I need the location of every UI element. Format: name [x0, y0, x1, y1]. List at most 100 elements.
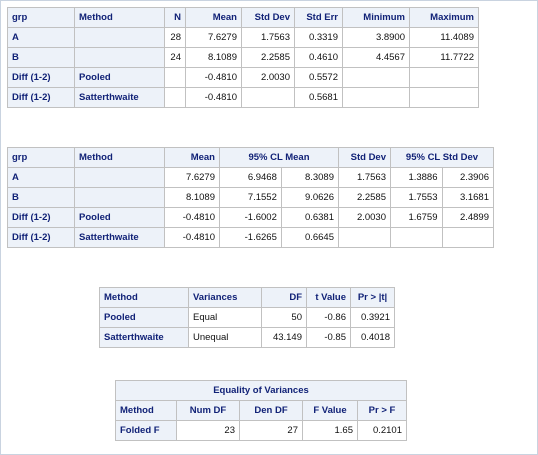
- col-grp: grp: [7, 7, 75, 28]
- col-n: N: [164, 7, 186, 28]
- header-row: Method Variances DF t Value Pr > |t|: [99, 287, 395, 308]
- col-cl-mean: 95% CL Mean: [219, 147, 339, 168]
- row-header-grp: Diff (1-2): [7, 87, 75, 108]
- cell-pr-f: 0.2101: [357, 420, 407, 441]
- col-mean: Mean: [185, 7, 242, 28]
- col-grp: grp: [7, 147, 75, 168]
- cell-upper-cl-mean: 0.6381: [280, 207, 340, 228]
- cell-pr-t: 0.4018: [350, 327, 395, 348]
- header-row: Method Num DF Den DF F Value Pr > F: [115, 400, 407, 421]
- row-header-method: Pooled: [74, 207, 165, 228]
- cell-minimum: 3.8900: [342, 27, 410, 48]
- col-method: Method: [74, 7, 165, 28]
- col-method: Method: [115, 400, 177, 421]
- cell-std-err: 0.5681: [294, 87, 343, 108]
- col-method: Method: [74, 147, 165, 168]
- cell-n: 24: [164, 47, 186, 68]
- cell-lower-cl-std-dev: 1.3886: [390, 167, 443, 188]
- cell-lower-cl-std-dev: [390, 227, 443, 248]
- cell-std-err: 0.3319: [294, 27, 343, 48]
- cell-upper-cl-std-dev: 2.3906: [441, 167, 494, 188]
- cell-mean: 8.1089: [164, 187, 220, 208]
- col-t-value: t Value: [306, 287, 351, 308]
- cell-lower-cl-mean: 7.1552: [219, 187, 282, 208]
- cell-mean: -0.4810: [164, 227, 220, 248]
- cell-upper-cl-mean: 9.0626: [280, 187, 340, 208]
- col-df: DF: [261, 287, 307, 308]
- cell-lower-cl-std-dev: 1.7553: [390, 187, 443, 208]
- cell-minimum: [342, 67, 410, 88]
- cell-upper-cl-std-dev: 2.4899: [441, 207, 494, 228]
- header-row: grp Method Mean 95% CL Mean Std Dev 95% …: [7, 147, 494, 168]
- cell-upper-cl-std-dev: 3.1681: [441, 187, 494, 208]
- header-row: grp Method N Mean Std Dev Std Err Minimu…: [7, 7, 479, 28]
- col-f-value: F Value: [302, 400, 358, 421]
- row-header-grp: A: [7, 167, 75, 188]
- cell-upper-cl-std-dev: [441, 227, 494, 248]
- cell-df: 43.149: [261, 327, 307, 348]
- table-row: Folded F 23 27 1.65 0.2101: [115, 420, 407, 441]
- cell-lower-cl-mean: -1.6265: [219, 227, 282, 248]
- col-pr-t: Pr > |t|: [350, 287, 395, 308]
- table-row: Pooled Equal 50 -0.86 0.3921: [99, 307, 395, 328]
- col-minimum: Minimum: [342, 7, 410, 28]
- row-header-method: Folded F: [115, 420, 177, 441]
- row-header-method: [74, 27, 165, 48]
- table-row: Diff (1-2) Pooled -0.4810 2.0030 0.5572: [7, 67, 479, 88]
- row-header-method: [74, 187, 165, 208]
- cell-t-value: -0.85: [306, 327, 351, 348]
- cell-num-df: 23: [176, 420, 240, 441]
- row-header-method: [74, 47, 165, 68]
- cell-lower-cl-std-dev: 1.6759: [390, 207, 443, 228]
- cell-upper-cl-mean: 8.3089: [280, 167, 340, 188]
- row-header-grp: Diff (1-2): [7, 227, 75, 248]
- table-row: Diff (1-2) Satterthwaite -0.4810 -1.6265…: [7, 227, 494, 248]
- cell-std-dev: 2.0030: [338, 207, 391, 228]
- cell-n: [164, 87, 186, 108]
- cell-std-dev: [338, 227, 391, 248]
- table-row: A 7.6279 6.9468 8.3089 1.7563 1.3886 2.3…: [7, 167, 494, 188]
- cell-lower-cl-mean: 6.9468: [219, 167, 282, 188]
- cell-std-err: 0.4610: [294, 47, 343, 68]
- table-row: Diff (1-2) Satterthwaite -0.4810 0.5681: [7, 87, 479, 108]
- cell-std-dev: [241, 87, 295, 108]
- row-header-method: Satterthwaite: [74, 227, 165, 248]
- row-header-method: Satterthwaite: [99, 327, 189, 348]
- col-pr-f: Pr > F: [357, 400, 407, 421]
- cell-mean: -0.4810: [185, 67, 242, 88]
- title-row: Equality of Variances: [115, 380, 407, 401]
- cell-minimum: 4.4567: [342, 47, 410, 68]
- cell-mean: 7.6279: [164, 167, 220, 188]
- cell-mean: 7.6279: [185, 27, 242, 48]
- cell-std-dev: 1.7563: [338, 167, 391, 188]
- table-row: B 24 8.1089 2.2585 0.4610 4.4567 11.7722: [7, 47, 479, 68]
- row-header-method: [74, 167, 165, 188]
- statistics-table: grp Method N Mean Std Dev Std Err Minimu…: [7, 7, 479, 108]
- col-std-err: Std Err: [294, 7, 343, 28]
- cell-t-value: -0.86: [306, 307, 351, 328]
- col-num-df: Num DF: [176, 400, 240, 421]
- row-header-grp: B: [7, 47, 75, 68]
- row-header-grp: B: [7, 187, 75, 208]
- cell-pr-t: 0.3921: [350, 307, 395, 328]
- cell-mean: -0.4810: [164, 207, 220, 228]
- cell-f-value: 1.65: [302, 420, 358, 441]
- cell-n: 28: [164, 27, 186, 48]
- cell-std-dev: 1.7563: [241, 27, 295, 48]
- cell-lower-cl-mean: -1.6002: [219, 207, 282, 228]
- col-den-df: Den DF: [239, 400, 303, 421]
- cell-maximum: [409, 67, 479, 88]
- cell-maximum: [409, 87, 479, 108]
- cell-variances: Equal: [188, 307, 262, 328]
- row-header-grp: A: [7, 27, 75, 48]
- col-maximum: Maximum: [409, 7, 479, 28]
- cell-maximum: 11.4089: [409, 27, 479, 48]
- confidence-limits-table: grp Method Mean 95% CL Mean Std Dev 95% …: [7, 147, 494, 248]
- cell-std-err: 0.5572: [294, 67, 343, 88]
- row-header-grp: Diff (1-2): [7, 67, 75, 88]
- row-header-method: Pooled: [99, 307, 189, 328]
- cell-std-dev: 2.2585: [338, 187, 391, 208]
- col-mean: Mean: [164, 147, 220, 168]
- ttests-table: Method Variances DF t Value Pr > |t| Poo…: [99, 287, 395, 348]
- cell-variances: Unequal: [188, 327, 262, 348]
